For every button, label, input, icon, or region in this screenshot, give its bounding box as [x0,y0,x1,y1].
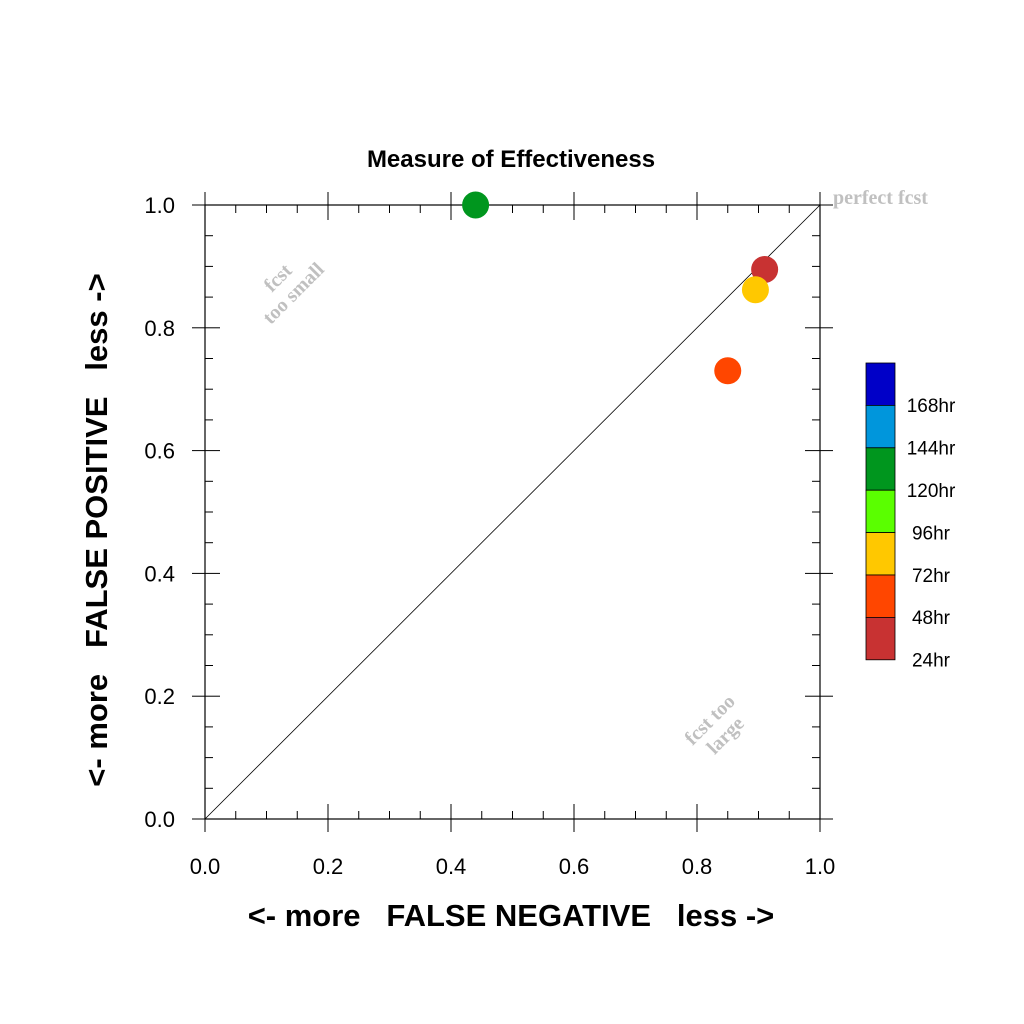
legend-swatch-24hr [865,617,896,661]
legend-label-24hr: 24hr [912,651,951,672]
legend-swatch-144hr [865,404,896,449]
data-points [462,191,779,385]
x-tick-label: 0.0 [190,854,221,879]
perfect-fcst-annotation: perfect fcst [833,187,928,209]
axis-ticks [192,192,833,832]
y-tick-label: 0.2 [144,684,175,709]
axis-tick-labels: 0.0 0.2 0.4 0.6 0.8 1.0 0.0 0.2 0.4 0.6 0.8 1.0 [144,193,835,879]
legend: 168hr 144hr 120hr 96hr 72hr 48hr 24hr [865,362,956,672]
too-large-annotation: fcst too large [681,691,749,759]
legend-swatch-168hr [865,362,896,406]
legend-label-72hr: 72hr [912,566,951,587]
plot-area: 0.0 0.2 0.4 0.6 0.8 1.0 0.0 0.2 0.4 0.6 0.8 1.0 [144,192,835,879]
x-tick-label: 0.2 [313,854,344,879]
data-point-120hr [462,191,490,219]
too-small-annotation: fcst too small [259,258,329,328]
y-axis-label: <- more FALSE POSITIVE less -> [79,273,114,786]
data-point-72hr [741,276,769,304]
x-tick-label: 0.4 [436,854,467,879]
diagonal-reference-line [204,204,821,820]
x-tick-label: 0.6 [559,854,590,879]
y-tick-label: 0.8 [144,316,175,341]
y-tick-label: 1.0 [144,193,175,218]
too-small-line-2: too small [259,258,329,328]
legend-label-48hr: 48hr [912,608,951,629]
legend-swatch-120hr [865,447,896,491]
y-tick-label: 0.0 [144,807,175,832]
y-tick-label: 0.6 [144,439,175,464]
x-tick-label: 1.0 [805,854,836,879]
legend-label-96hr: 96hr [912,523,951,544]
legend-label-144hr: 144hr [907,439,956,460]
x-axis-label: <- more FALSE NEGATIVE less -> [248,898,775,933]
legend-swatch-96hr [865,489,896,534]
y-tick-label: 0.4 [144,561,175,586]
data-point-48hr [714,357,742,385]
x-tick-label: 0.8 [682,854,713,879]
chart-title: Measure of Effectiveness [367,146,655,173]
legend-swatch-48hr [865,574,896,618]
legend-swatch-72hr [865,532,896,576]
legend-label-120hr: 120hr [907,481,956,502]
legend-label-168hr: 168hr [907,396,956,417]
data-point-24hr [751,255,779,283]
